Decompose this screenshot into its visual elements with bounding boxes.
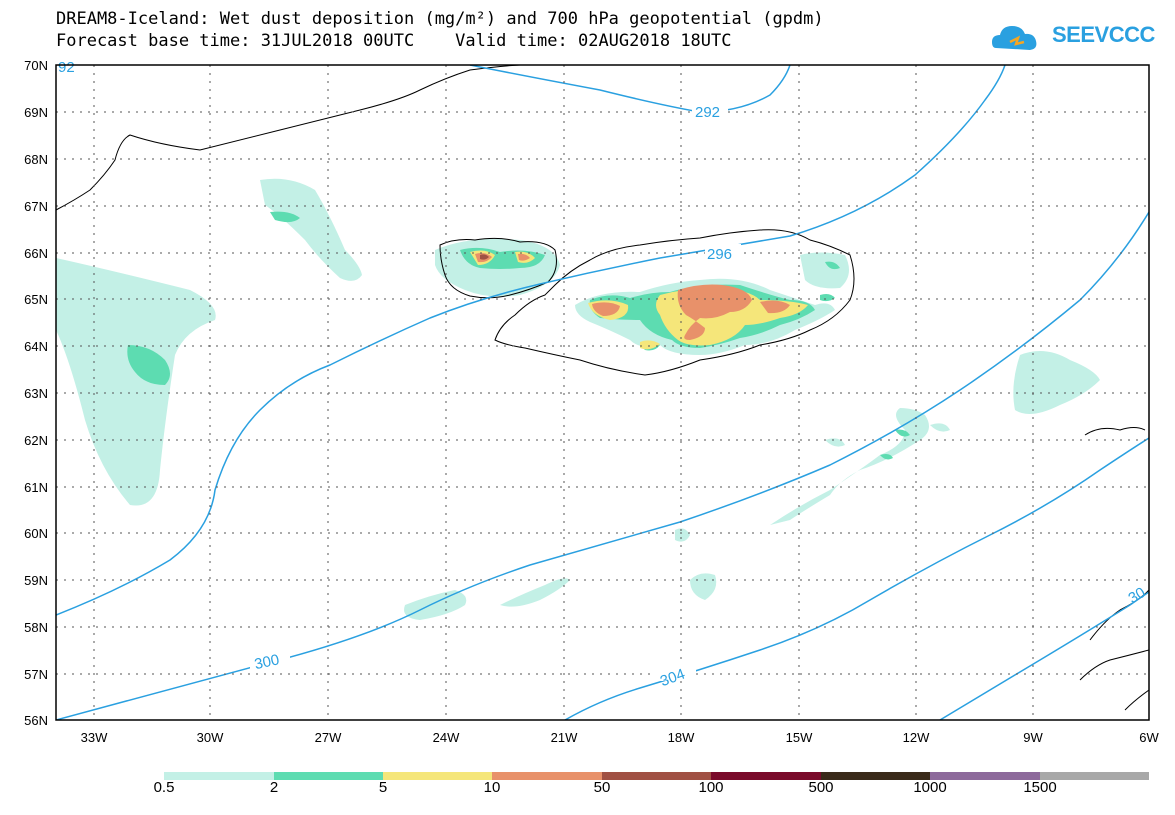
lon-label: 6W [1139, 730, 1159, 745]
legend-swatch [711, 772, 821, 780]
lat-label: 61N [24, 480, 48, 495]
cloud-icon [992, 26, 1037, 50]
lon-label: 9W [1023, 730, 1043, 745]
longitude-labels: 33W 30W 27W 24W 21W 18W 15W 12W 9W 6W [81, 730, 1160, 745]
legend-swatch [930, 772, 1040, 780]
lat-label: 57N [24, 667, 48, 682]
forecast-times: Forecast base time: 31JUL2018 00UTC Vali… [56, 31, 732, 51]
legend-label: 2 [269, 779, 279, 796]
map-title: DREAM8-Iceland: Wet dust deposition (mg/… [56, 9, 824, 29]
lat-label: 60N [24, 526, 48, 541]
coastline [56, 65, 1149, 711]
lat-label: 67N [24, 199, 48, 214]
map-frame [55, 64, 1150, 721]
lat-label: 56N [24, 713, 48, 728]
contour-label-92-left: 92 [58, 59, 75, 76]
lat-label: 58N [24, 620, 48, 635]
lat-label: 64N [24, 339, 48, 354]
legend-label: 5 [378, 779, 388, 796]
lon-label: 21W [551, 730, 578, 745]
legend-swatch [602, 772, 711, 780]
contour-label-300: 300 [253, 651, 281, 673]
lon-label: 30W [197, 730, 224, 745]
contour-label-292: 292 [695, 104, 720, 121]
legend-label: 50 [593, 779, 611, 796]
lon-label: 33W [81, 730, 108, 745]
legend-swatch [164, 772, 274, 780]
lon-label: 27W [315, 730, 342, 745]
lat-label: 63N [24, 386, 48, 401]
lat-label: 68N [24, 152, 48, 167]
legend-label: 500 [808, 779, 834, 796]
lat-label: 69N [24, 105, 48, 120]
legend-colorbar [164, 772, 1149, 780]
legend-label: 10 [483, 779, 501, 796]
legend-swatch [274, 772, 383, 780]
lat-label: 66N [24, 246, 48, 261]
latitude-labels: 70N 69N 68N 67N 66N 65N 64N 63N 62N 61N … [24, 58, 48, 728]
dust-deposition-field [56, 178, 1100, 620]
lat-label: 65N [24, 292, 48, 307]
legend-swatch [821, 772, 930, 780]
legend-swatch [492, 772, 602, 780]
legend-label: 1500 [1023, 779, 1057, 796]
lon-label: 18W [668, 730, 695, 745]
lat-label: 70N [24, 58, 48, 73]
logo-text: SEEVCCC [1052, 22, 1155, 47]
lon-label: 24W [433, 730, 460, 745]
legend-label: 0.5 [153, 779, 175, 796]
legend-swatch [1040, 772, 1149, 780]
gridlines [56, 65, 1149, 720]
lat-label: 59N [24, 573, 48, 588]
legend-label: 1000 [913, 779, 947, 796]
lat-label: 62N [24, 433, 48, 448]
lon-label: 12W [903, 730, 930, 745]
legend-label: 100 [698, 779, 724, 796]
contour-label-30-right: 30 [1125, 584, 1148, 607]
legend-swatch [383, 772, 492, 780]
lon-label: 15W [786, 730, 813, 745]
contour-label-296: 296 [707, 246, 732, 263]
